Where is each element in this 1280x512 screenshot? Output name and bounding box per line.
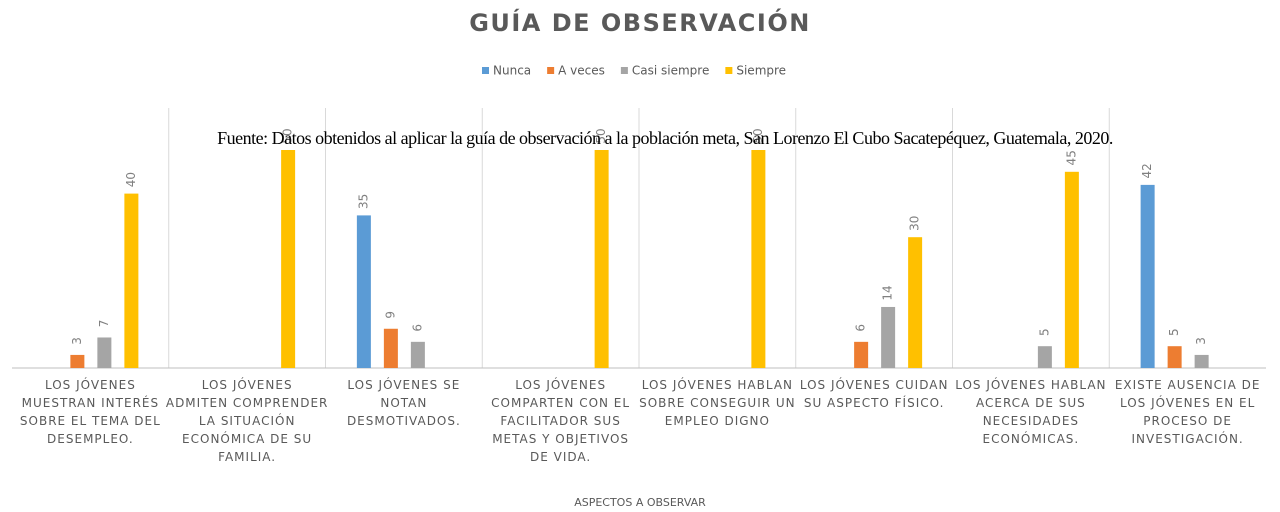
bar bbox=[97, 337, 112, 368]
data-label: 5 bbox=[1037, 328, 1051, 336]
bar bbox=[854, 341, 869, 368]
data-label: 7 bbox=[97, 320, 111, 328]
data-label: 50 bbox=[594, 128, 608, 143]
bar bbox=[594, 150, 609, 368]
bar bbox=[70, 354, 85, 368]
x-tick-label: LOS JÓVENES COMPARTEN CON EL FACILITADOR S… bbox=[491, 377, 630, 464]
x-tick-label: LOS JÓVENES MUESTRAN INTERÉS SOBRE EL TEMA… bbox=[20, 377, 161, 446]
legend-label: Casi siempre bbox=[632, 64, 709, 78]
data-label: 30 bbox=[908, 216, 922, 231]
legend-swatch bbox=[547, 67, 555, 74]
data-label: 45 bbox=[1064, 150, 1078, 165]
data-label: 6 bbox=[410, 324, 424, 332]
data-label: 5 bbox=[1167, 328, 1181, 336]
data-label: 14 bbox=[881, 285, 895, 300]
data-label: 50 bbox=[281, 128, 295, 143]
bar bbox=[281, 150, 296, 368]
data-label: 3 bbox=[70, 337, 84, 345]
bar bbox=[383, 328, 398, 368]
x-tick-label: LOS JÓVENES HABLAN SOBRE CONSEGUIR UN EMPL… bbox=[639, 377, 796, 428]
bar bbox=[124, 193, 139, 368]
bar bbox=[356, 215, 371, 368]
data-label: 6 bbox=[854, 324, 868, 332]
x-tick-label: LOS JÓVENES HABLAN ACERCA DE SUS NECESIDAD… bbox=[955, 377, 1106, 446]
bar bbox=[881, 306, 896, 368]
x-axis-title: ASPECTOS A OBSERVAR bbox=[574, 496, 706, 509]
legend-label: A veces bbox=[558, 64, 605, 78]
bar bbox=[410, 341, 425, 368]
x-tick-label: LOS JÓVENES SE NOTAN DESMOTIVADOS. bbox=[347, 377, 461, 428]
data-label: 42 bbox=[1140, 163, 1154, 178]
chart-title: GUÍA DE OBSERVACIÓN bbox=[469, 7, 811, 37]
legend-swatch bbox=[620, 67, 628, 74]
bar bbox=[908, 237, 923, 368]
x-tick-label: EXISTE AUSENCIA DE LOS JÓVENES EN EL PROCE… bbox=[1115, 378, 1261, 446]
bar bbox=[1194, 354, 1209, 368]
bar bbox=[751, 150, 766, 368]
bar bbox=[1167, 346, 1182, 368]
data-label: 40 bbox=[124, 172, 138, 187]
source-note: Fuente: Datos obtenidos al aplicar la gu… bbox=[217, 128, 1113, 148]
legend-swatch bbox=[725, 67, 733, 74]
bar bbox=[1037, 346, 1052, 368]
x-tick-label: LOS JÓVENES ADMITEN COMPRENDER LA SITUACIÓ… bbox=[166, 377, 329, 464]
bar bbox=[1064, 171, 1079, 368]
data-label: 3 bbox=[1194, 337, 1208, 345]
data-label: 35 bbox=[356, 194, 370, 209]
legend-label: Nunca bbox=[493, 64, 531, 78]
legend-label: Siempre bbox=[736, 64, 786, 78]
legend-swatch bbox=[482, 67, 489, 74]
data-label: 50 bbox=[751, 128, 765, 143]
x-tick-label: LOS JÓVENES CUIDAN SU ASPECTO FÍSICO. bbox=[800, 377, 949, 410]
data-label: 9 bbox=[383, 311, 397, 319]
legend: Nunca A veces Casi siempre Siempre bbox=[482, 64, 786, 78]
bar bbox=[1140, 184, 1155, 368]
